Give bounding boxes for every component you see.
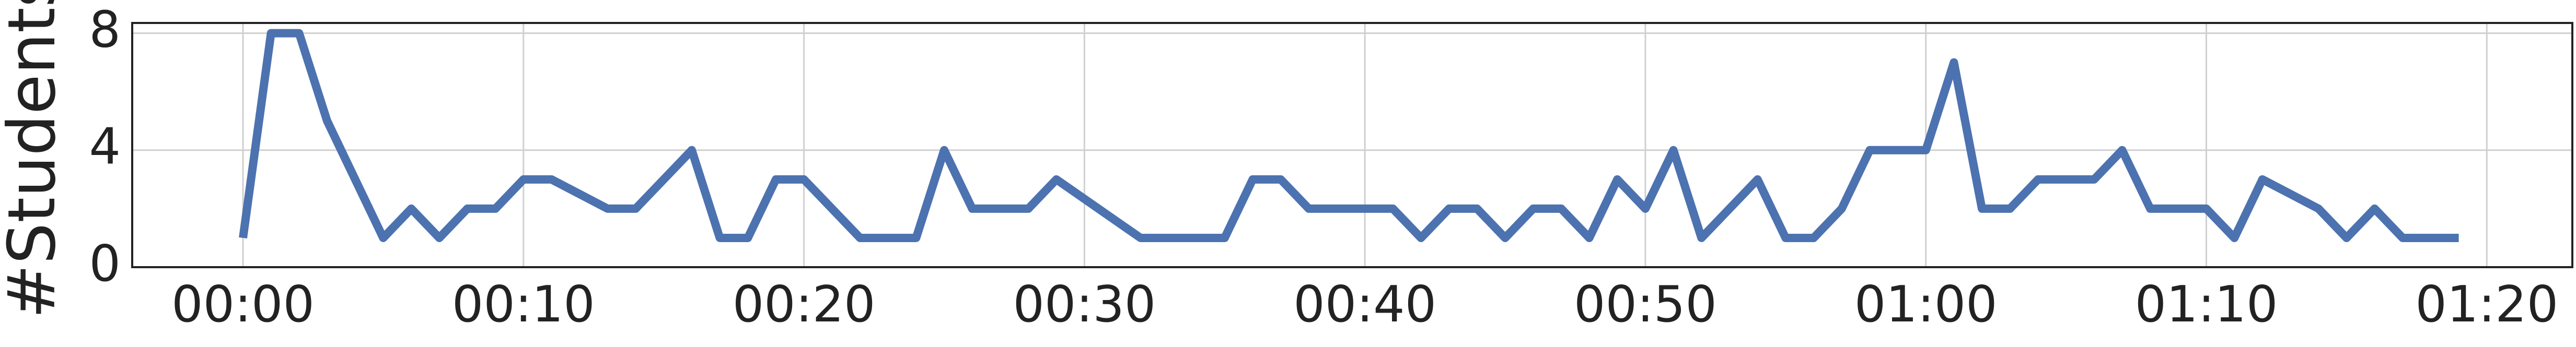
y-tick-label: 4 — [89, 118, 121, 176]
x-tick-label: 00:30 — [1013, 276, 1156, 333]
y-tick-label: 8 — [89, 1, 121, 58]
x-tick-label: 01:00 — [1854, 276, 1998, 333]
x-tick-label: 00:20 — [733, 276, 876, 333]
y-axis-label: #Students — [0, 0, 70, 319]
x-tick-label: 00:50 — [1574, 276, 1717, 333]
x-tick-label: 01:20 — [2415, 276, 2558, 333]
data-line — [239, 29, 2459, 242]
x-tick-label: 00:00 — [171, 276, 315, 333]
y-tick-label: 0 — [89, 235, 121, 293]
plot-frame — [131, 22, 2573, 268]
x-tick-label: 01:10 — [2135, 276, 2278, 333]
x-tick-label: 00:10 — [452, 276, 595, 333]
x-tick-label: 00:40 — [1293, 276, 1436, 333]
